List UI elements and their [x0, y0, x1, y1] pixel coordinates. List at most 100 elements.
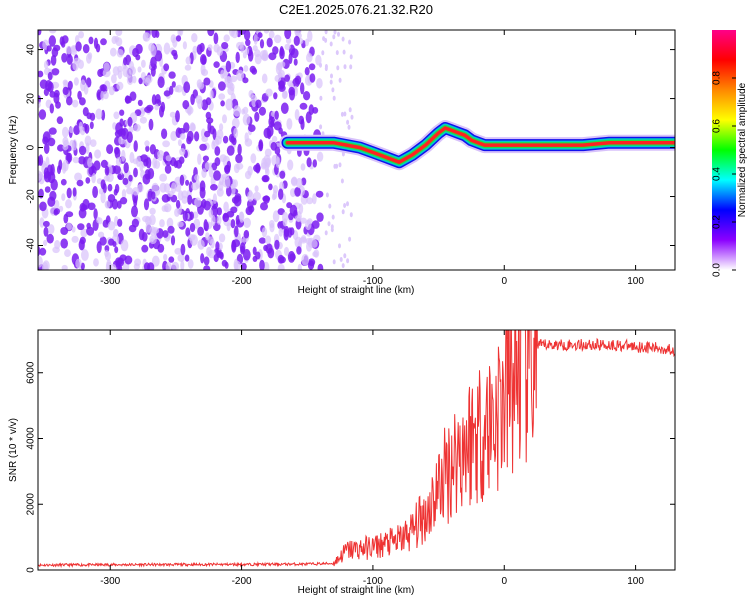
noise-blob [117, 65, 123, 73]
noise-blob [271, 135, 278, 143]
noise-blob [135, 155, 142, 167]
noise-blob [186, 106, 194, 115]
noise-blob [258, 106, 266, 116]
noise-blob [327, 221, 331, 227]
noise-blob [111, 74, 117, 84]
noise-blob [219, 154, 227, 163]
noise-blob [273, 121, 282, 131]
noise-blob [154, 103, 159, 111]
noise-blob [116, 48, 124, 58]
noise-blob [81, 249, 89, 261]
bottom-xtick-label: 0 [501, 576, 507, 587]
noise-blob [319, 124, 323, 130]
noise-blob [137, 66, 142, 73]
noise-blob [179, 174, 185, 186]
noise-blob [50, 54, 57, 66]
noise-blob [316, 212, 324, 222]
noise-blob [294, 215, 301, 222]
noise-blob [300, 163, 306, 171]
noise-blob [306, 53, 313, 63]
noise-blob [324, 64, 328, 69]
noise-blob [64, 249, 71, 257]
noise-blob [177, 221, 184, 228]
noise-blob [180, 243, 186, 256]
noise-blob [131, 205, 138, 218]
noise-blob [343, 203, 347, 208]
noise-blob [329, 41, 333, 47]
noise-blob [88, 36, 94, 45]
noise-blob [82, 107, 89, 117]
noise-blob [257, 32, 263, 39]
noise-blob [42, 260, 50, 270]
noise-blob [266, 37, 273, 48]
top-plot-frame [37, 29, 676, 271]
noise-blob [47, 71, 53, 81]
noise-blob [328, 203, 332, 209]
noise-blob [203, 200, 211, 211]
noise-blob [261, 227, 268, 238]
bottom-ytick-label: 6000 [26, 361, 37, 384]
noise-blob [72, 99, 79, 108]
noise-blob [133, 140, 138, 152]
noise-blob [303, 91, 311, 101]
noise-blob [39, 201, 47, 212]
noise-blob [179, 30, 184, 36]
noise-blob [194, 197, 202, 208]
colorbar-label: Normalized spectral amplitude [737, 82, 748, 217]
noise-blob [319, 95, 323, 101]
noise-blob [61, 193, 66, 202]
noise-blob [137, 99, 143, 107]
noise-blob [275, 62, 282, 75]
noise-blob [348, 236, 352, 242]
noise-blob [350, 114, 354, 120]
noise-blob [61, 53, 68, 63]
noise-blob [336, 65, 340, 71]
noise-blob [66, 187, 72, 199]
noise-blob [84, 123, 90, 134]
noise-blob [145, 157, 152, 169]
noise-blob [216, 129, 224, 140]
noise-blob [333, 30, 337, 35]
noise-blob [116, 81, 124, 91]
noise-blob [213, 43, 220, 53]
noise-blob [56, 116, 64, 125]
noise-blob [65, 199, 72, 209]
noise-blob [78, 208, 87, 219]
noise-blob [93, 208, 98, 220]
noise-blob [96, 216, 101, 224]
noise-blob [78, 121, 83, 132]
noise-blob [343, 64, 347, 70]
noise-blob [123, 57, 128, 66]
noise-blob [227, 86, 235, 96]
noise-blob [62, 86, 69, 96]
noise-blob [54, 208, 60, 215]
noise-blob [120, 197, 128, 205]
noise-blob [329, 79, 333, 85]
noise-blob [243, 229, 250, 239]
noise-blob [283, 246, 290, 256]
noise-blob [264, 235, 272, 245]
noise-blob [77, 90, 82, 100]
colorbar-tick-label: 0.6 [712, 119, 723, 133]
noise-blob [250, 153, 257, 164]
noise-blob [248, 49, 254, 62]
noise-blob [100, 38, 107, 46]
noise-blob [47, 171, 56, 184]
noise-blob [98, 231, 105, 238]
noise-blob [211, 162, 218, 171]
noise-blob [147, 168, 155, 180]
noise-blob [60, 178, 67, 186]
noise-blob [159, 219, 165, 228]
noise-blob [115, 30, 123, 36]
noise-blob [259, 259, 265, 270]
noise-blob [102, 219, 110, 228]
noise-blob [338, 77, 342, 83]
noise-blob [100, 179, 106, 190]
noise-blob [324, 230, 328, 236]
noise-blob [335, 163, 339, 169]
noise-blob [43, 88, 50, 97]
noise-blob [242, 77, 249, 84]
noise-blob [274, 239, 280, 250]
noise-blob [151, 182, 159, 194]
noise-blob [343, 111, 347, 117]
